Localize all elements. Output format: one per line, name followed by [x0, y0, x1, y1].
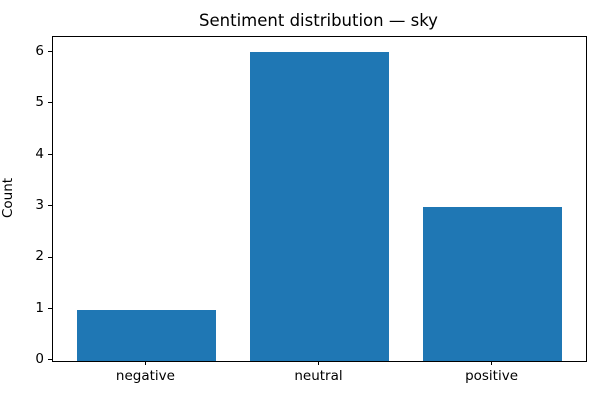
x-tick-label: positive	[465, 368, 519, 384]
y-tick-label: 6	[35, 42, 44, 59]
y-tick-mark	[48, 256, 52, 258]
plot-area	[52, 36, 587, 362]
y-tick-mark	[48, 153, 52, 155]
y-tick-label: 3	[35, 196, 44, 213]
x-tick-mark	[317, 361, 319, 365]
y-tick-mark	[48, 102, 52, 104]
y-tick-label: 5	[35, 94, 44, 111]
y-tick-mark	[48, 359, 52, 361]
y-tick-label: 0	[35, 351, 44, 368]
y-tick-label: 1	[35, 299, 44, 316]
x-tick-label: negative	[115, 368, 175, 384]
x-tick-mark	[490, 361, 492, 365]
bar-neutral	[250, 52, 389, 361]
x-tick-mark	[144, 361, 146, 365]
y-tick-label: 4	[35, 145, 44, 162]
y-tick-mark	[48, 307, 52, 309]
y-tick-mark	[48, 50, 52, 52]
x-tick-label: neutral	[294, 368, 343, 384]
bar-positive	[423, 206, 562, 361]
y-tick-mark	[48, 205, 52, 207]
bar-negative	[77, 309, 216, 361]
y-tick-label: 2	[35, 248, 44, 265]
chart-title: Sentiment distribution — sky	[199, 11, 438, 30]
